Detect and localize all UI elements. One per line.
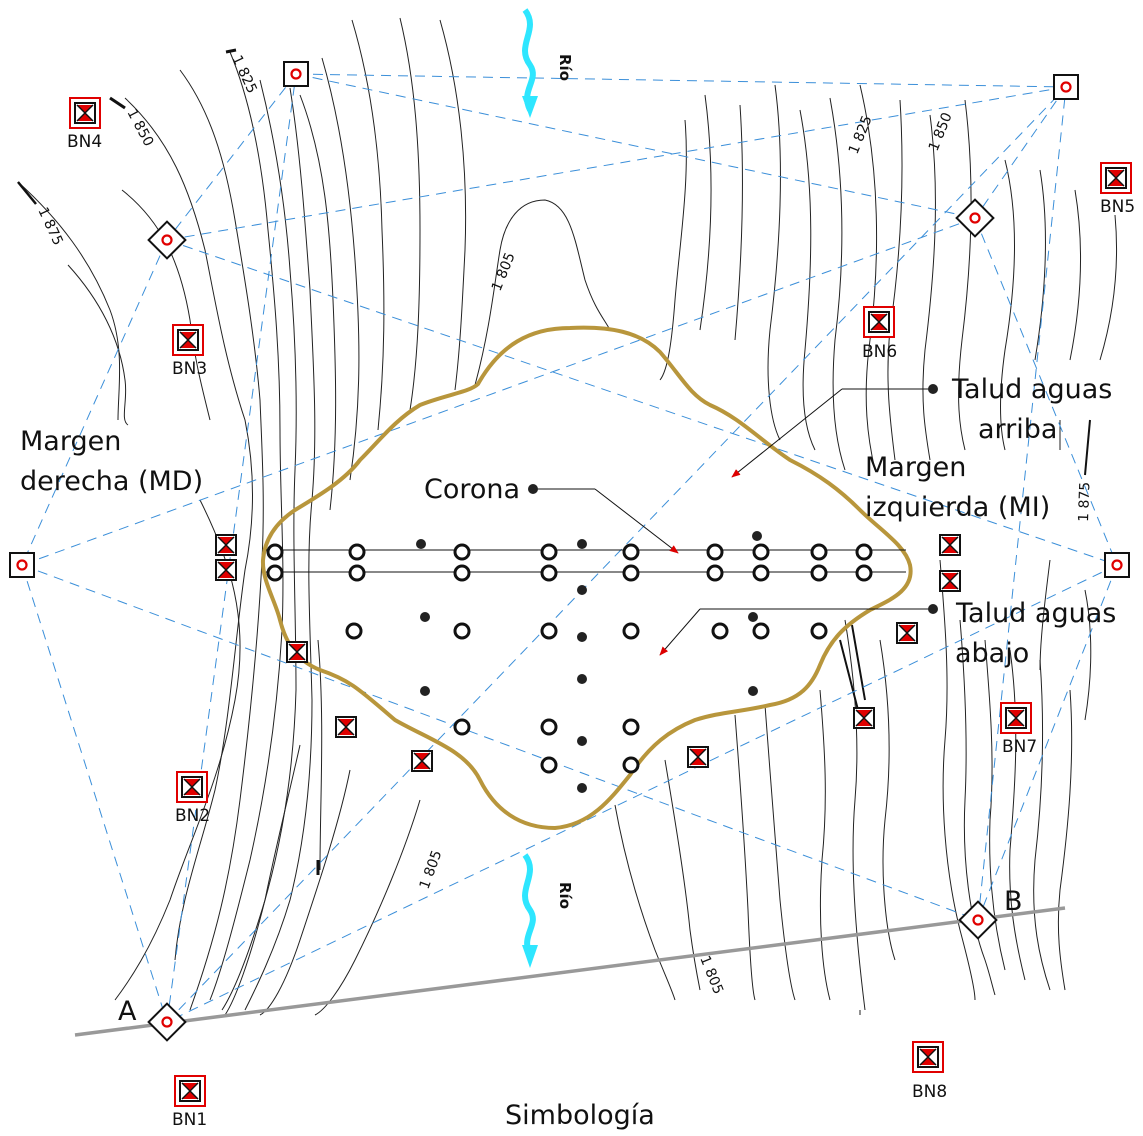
bn-label: BN8 [912,1082,947,1102]
bn-label: BN7 [1002,737,1037,757]
river-arrow-top [522,8,538,118]
label-point-b: B [1004,886,1023,917]
reservoir-outline [260,325,913,831]
label-talud-aguas-abajo-2: abajo [955,638,1029,669]
label-margen-izquierda: Margen [865,452,966,483]
bn-label: BN4 [67,132,102,152]
bn-label: BN6 [862,342,897,362]
contour-ticks [17,48,1091,875]
targets [215,534,961,772]
label-margen-izquierda-2: izquierda (MI) [865,492,1050,523]
bn-label: BN3 [172,359,207,379]
contour-label: 1 875 [1076,482,1093,523]
label-talud-aguas-abajo: Talud aguas [955,598,1116,629]
leader-lines [528,384,938,656]
label-simbologia: Simbología [505,1100,655,1131]
contour-lines-right [614,84,1117,1015]
bn-label: BN5 [1100,197,1135,217]
river-label-top: Río [556,54,574,81]
label-talud-aguas-arriba: Talud aguas [951,374,1112,405]
label-margen-derecha-2: derecha (MD) [20,466,203,497]
river-label-bottom: Río [556,882,574,909]
river-arrow-bottom [522,853,538,968]
label-corona: Corona [424,474,520,505]
contour-label: 1 805 [696,954,726,997]
contour-label: 1 825 [228,53,259,96]
contour-label: 1 805 [417,848,446,891]
piezometer-points [416,531,762,793]
contour-label: 1 805 [489,250,519,293]
sight-lines [21,73,1118,1023]
baseline-a-b [74,906,1066,1037]
bn-label: BN2 [175,806,210,826]
label-margen-derecha: Margen [20,426,121,457]
label-point-a: A [118,996,137,1027]
label-talud-aguas-arriba-2: arriba [978,414,1057,445]
crest-lines [266,549,906,573]
bn-label: BN1 [172,1110,207,1130]
contour-lines [17,17,611,1016]
control-points [266,543,873,774]
